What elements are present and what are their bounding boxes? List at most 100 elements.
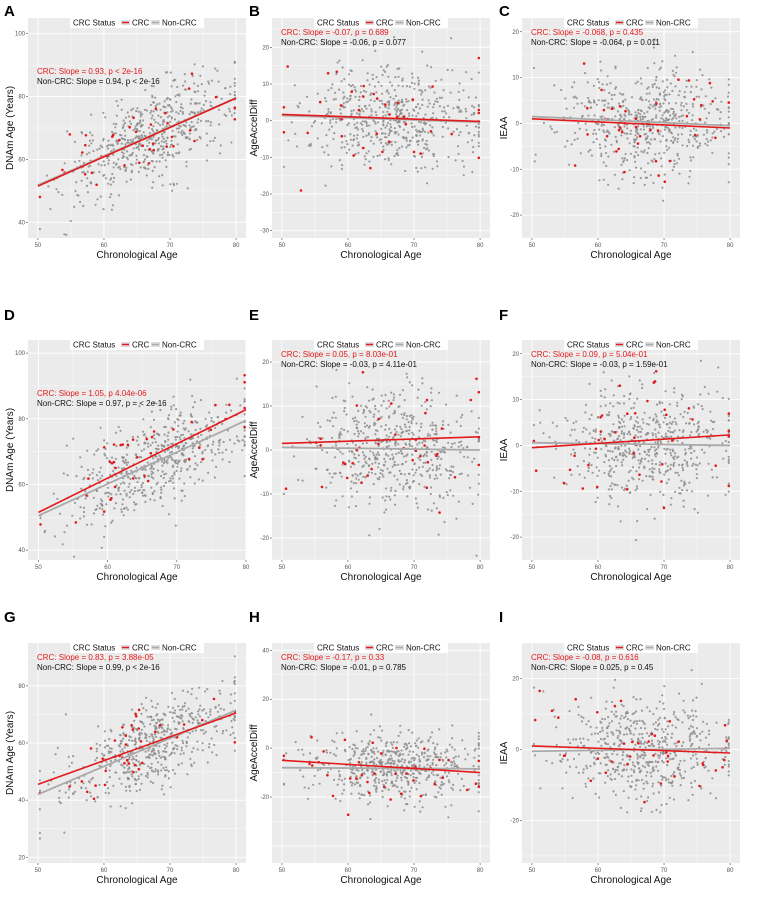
noncrc-point <box>155 160 158 163</box>
noncrc-point <box>673 387 676 390</box>
noncrc-point <box>432 106 435 109</box>
noncrc-point <box>186 187 189 190</box>
noncrc-point <box>360 404 363 407</box>
noncrc-point <box>406 453 409 456</box>
noncrc-point <box>656 452 659 455</box>
noncrc-point <box>603 396 606 399</box>
crc-point <box>81 151 84 154</box>
noncrc-point <box>698 462 701 465</box>
noncrc-point <box>117 158 120 161</box>
noncrc-point <box>338 88 341 91</box>
noncrc-point <box>660 117 663 120</box>
noncrc-point <box>103 439 106 442</box>
noncrc-point <box>451 737 454 740</box>
noncrc-point <box>203 94 206 97</box>
noncrc-point <box>659 66 663 69</box>
noncrc-point <box>621 157 624 160</box>
noncrc-point <box>393 89 396 92</box>
noncrc-point <box>164 472 168 475</box>
noncrc-point <box>415 115 418 118</box>
crc-point <box>182 723 186 726</box>
noncrc-point <box>152 110 155 113</box>
crc-point <box>90 171 94 175</box>
noncrc-point <box>689 169 692 173</box>
noncrc-point <box>427 758 430 761</box>
noncrc-point <box>407 432 410 435</box>
noncrc-point <box>602 129 605 132</box>
noncrc-point <box>364 158 367 161</box>
noncrc-point <box>669 131 673 134</box>
noncrc-point <box>390 774 393 777</box>
noncrc-point <box>312 121 315 124</box>
noncrc-point <box>426 143 429 146</box>
noncrc-point <box>669 82 672 85</box>
noncrc-point <box>603 461 606 464</box>
noncrc-point <box>613 93 616 96</box>
noncrc-point <box>132 757 136 761</box>
crc-point <box>145 437 149 441</box>
noncrc-point <box>358 797 361 800</box>
crc-point <box>477 111 481 115</box>
noncrc-point <box>645 98 648 101</box>
noncrc-point <box>393 463 396 466</box>
noncrc-point <box>386 771 389 774</box>
noncrc-point <box>225 448 228 451</box>
noncrc-point <box>596 456 599 459</box>
noncrc-point <box>637 478 641 481</box>
noncrc-point <box>108 776 111 779</box>
noncrc-point <box>628 397 631 401</box>
noncrc-point <box>434 746 437 749</box>
noncrc-point <box>608 494 612 498</box>
noncrc-point <box>172 464 175 467</box>
crc-point <box>600 88 603 92</box>
noncrc-point <box>209 104 212 107</box>
noncrc-point <box>388 495 391 498</box>
noncrc-point <box>685 422 688 425</box>
noncrc-point <box>346 442 349 446</box>
noncrc-point <box>657 98 660 101</box>
noncrc-point <box>362 130 365 133</box>
noncrc-point <box>477 473 480 476</box>
noncrc-point <box>641 418 644 421</box>
noncrc-point <box>189 757 192 760</box>
noncrc-point <box>135 789 138 793</box>
noncrc-point <box>662 102 665 105</box>
noncrc-point <box>621 464 624 467</box>
noncrc-point <box>374 404 377 408</box>
noncrc-point <box>610 143 613 146</box>
y-tick-label: 20 <box>512 352 519 358</box>
noncrc-point <box>703 107 706 110</box>
noncrc-point <box>80 465 83 468</box>
noncrc-point <box>691 105 695 108</box>
noncrc-point <box>142 418 145 421</box>
noncrc-point <box>384 428 387 431</box>
noncrc-point <box>145 174 148 177</box>
noncrc-point <box>397 759 400 762</box>
legend-box <box>564 339 698 350</box>
noncrc-point <box>417 103 420 106</box>
noncrc-point <box>120 742 123 745</box>
crc-point <box>602 108 606 112</box>
noncrc-point <box>38 228 42 231</box>
noncrc-point <box>169 752 173 756</box>
x-tick-label: 60 <box>101 868 108 874</box>
noncrc-point <box>123 129 126 132</box>
noncrc-point <box>172 155 175 158</box>
noncrc-point <box>386 778 389 781</box>
crc-point <box>603 437 606 441</box>
noncrc-point <box>471 139 474 142</box>
noncrc-point <box>135 754 138 758</box>
crc-point <box>662 506 666 510</box>
noncrc-point <box>190 750 194 754</box>
noncrc-point <box>169 711 172 714</box>
noncrc-point <box>316 444 319 447</box>
noncrc-point <box>651 105 654 108</box>
noncrc-point <box>181 129 184 132</box>
noncrc-point <box>402 769 405 772</box>
noncrc-point <box>651 432 654 435</box>
noncrc-point <box>680 101 683 104</box>
noncrc-point <box>217 704 220 707</box>
crc-point <box>477 156 481 160</box>
noncrc-point <box>652 181 655 184</box>
